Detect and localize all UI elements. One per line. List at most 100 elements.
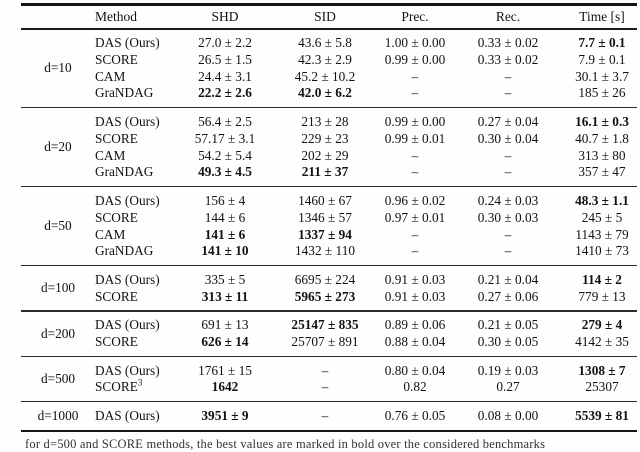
table-row: GraNDAG 22.2 ± 2.6 42.0 ± 6.2 – – 185 ± … <box>95 85 637 102</box>
sid-cell: – <box>321 408 329 424</box>
prec-cell: 0.99 ± 0.00 <box>384 51 446 67</box>
rec-cell: 0.21 ± 0.04 <box>477 271 539 287</box>
header-sid: SID <box>314 8 336 24</box>
dimension-label: d=1000 <box>37 408 79 424</box>
table-block-d200: d=200 DAS (Ours) 691 ± 13 25147 ± 835 0.… <box>21 312 637 356</box>
rec-cell: – <box>504 68 512 84</box>
shd-cell: 156 ± 4 <box>204 192 246 208</box>
rec-cell: 0.27 ± 0.04 <box>477 114 539 130</box>
table-row: SCORE3 1642 – 0.82 0.27 25307 <box>95 379 637 396</box>
dimension-label: d=20 <box>44 139 72 155</box>
table-block-d1000: d=1000 DAS (Ours) 3951 ± 9 – 0.76 ± 0.05… <box>21 402 637 429</box>
prec-cell: 0.82 <box>403 379 427 395</box>
method-cell: GraNDAG <box>95 243 154 259</box>
rec-cell: 0.21 ± 0.05 <box>477 317 539 333</box>
prec-cell: 0.99 ± 0.01 <box>384 130 446 146</box>
method-cell: SCORE <box>95 288 138 304</box>
sid-cell: – <box>321 379 329 395</box>
method-cell: DAS (Ours) <box>95 271 160 287</box>
time-cell: 357 ± 47 <box>578 164 626 180</box>
rec-cell: 0.19 ± 0.03 <box>477 362 539 378</box>
prec-cell: 0.91 ± 0.03 <box>384 271 446 287</box>
time-cell: 5539 ± 81 <box>575 408 629 424</box>
prec-cell: 0.76 ± 0.05 <box>384 408 446 424</box>
table-row: SCORE 313 ± 11 5965 ± 273 0.91 ± 0.03 0.… <box>95 288 637 305</box>
table-row: DAS (Ours) 56.4 ± 2.5 213 ± 28 0.99 ± 0.… <box>95 114 637 131</box>
time-cell: 25307 <box>585 379 619 395</box>
table-block-d500: d=500 DAS (Ours) 1761 ± 15 – 0.80 ± 0.04… <box>21 357 637 401</box>
table-row: DAS (Ours) 27.0 ± 2.2 43.6 ± 5.8 1.00 ± … <box>95 35 637 52</box>
method-cell: DAS (Ours) <box>95 114 160 130</box>
results-table: Method SHD SID Prec. Rec. Time [s] d=10 … <box>21 3 637 452</box>
shd-cell: 49.3 ± 4.5 <box>198 164 252 180</box>
shd-cell: 1761 ± 15 <box>198 362 252 378</box>
prec-cell: 0.99 ± 0.00 <box>384 114 446 130</box>
block-rule <box>21 107 637 109</box>
dimension-label: d=100 <box>40 280 76 296</box>
prec-cell: – <box>411 147 419 163</box>
table-row: GraNDAG 141 ± 10 1432 ± 110 – – 1410 ± 7… <box>95 243 637 260</box>
time-cell: 1143 ± 79 <box>575 226 629 242</box>
sid-cell: 1346 ± 57 <box>298 209 352 225</box>
rec-cell: 0.33 ± 0.02 <box>477 51 539 67</box>
dimension-label: d=50 <box>44 218 72 234</box>
table-bottom-rule <box>21 429 637 433</box>
header-rule <box>21 27 637 30</box>
shd-cell: 56.4 ± 2.5 <box>198 114 252 130</box>
rec-cell: – <box>504 226 512 242</box>
method-cell: DAS (Ours) <box>95 35 160 51</box>
prec-cell: – <box>411 164 419 180</box>
time-cell: 114 ± 2 <box>582 271 622 287</box>
table-row: SCORE 144 ± 6 1346 ± 57 0.97 ± 0.01 0.30… <box>95 209 637 226</box>
time-cell: 779 ± 13 <box>578 288 626 304</box>
time-cell: 1308 ± 7 <box>578 362 626 378</box>
sid-cell: 211 ± 37 <box>301 164 349 180</box>
method-cell: CAM <box>95 226 126 242</box>
prec-cell: – <box>411 85 419 101</box>
rec-cell: – <box>504 243 512 259</box>
method-cell: DAS (Ours) <box>95 408 160 424</box>
method-cell: GraNDAG <box>95 164 154 180</box>
sid-cell: 6695 ± 224 <box>294 271 356 287</box>
sid-cell: 213 ± 28 <box>301 114 349 130</box>
sid-cell: 5965 ± 273 <box>294 288 356 304</box>
method-cell: CAM <box>95 147 126 163</box>
table-row: CAM 54.2 ± 5.4 202 ± 29 – – 313 ± 80 <box>95 147 637 164</box>
shd-cell: 3951 ± 9 <box>201 408 249 424</box>
table-row: SCORE 626 ± 14 25707 ± 891 0.88 ± 0.04 0… <box>95 334 637 351</box>
prec-cell: 0.97 ± 0.01 <box>384 209 446 225</box>
table-row: CAM 141 ± 6 1337 ± 94 – – 1143 ± 79 <box>95 226 637 243</box>
method-cell: DAS (Ours) <box>95 192 160 208</box>
prec-cell: – <box>411 226 419 242</box>
sid-cell: 1432 ± 110 <box>295 243 355 259</box>
shd-cell: 26.5 ± 1.5 <box>198 51 252 67</box>
header-method: Method <box>95 8 137 24</box>
rec-cell: 0.30 ± 0.03 <box>477 209 539 225</box>
method-cell: DAS (Ours) <box>95 317 160 333</box>
prec-cell: – <box>411 243 419 259</box>
method-cell: SCORE <box>95 130 138 146</box>
table-row: CAM 24.4 ± 3.1 45.2 ± 10.2 – – 30.1 ± 3.… <box>95 68 637 85</box>
shd-cell: 141 ± 6 <box>204 226 246 242</box>
prec-cell: 0.80 ± 0.04 <box>384 362 446 378</box>
method-cell: SCORE <box>95 51 138 67</box>
time-cell: 7.7 ± 0.1 <box>578 35 626 51</box>
table-row: DAS (Ours) 335 ± 5 6695 ± 224 0.91 ± 0.0… <box>95 272 637 289</box>
sid-cell: – <box>321 362 329 378</box>
block-rule <box>21 186 637 188</box>
method-cell: GraNDAG <box>95 85 154 101</box>
method-cell: SCORE <box>95 334 138 350</box>
prec-cell: 0.96 ± 0.02 <box>384 192 446 208</box>
time-cell: 1410 ± 73 <box>575 243 629 259</box>
table-block-d50: d=50 DAS (Ours) 156 ± 4 1460 ± 67 0.96 ±… <box>21 187 637 265</box>
shd-cell: 27.0 ± 2.2 <box>198 35 252 51</box>
prec-cell: – <box>411 68 419 84</box>
sid-cell: 42.0 ± 6.2 <box>298 85 352 101</box>
dimension-label: d=200 <box>40 325 76 341</box>
block-rule <box>21 401 637 403</box>
sid-cell: 45.2 ± 10.2 <box>294 68 356 84</box>
dimension-label: d=10 <box>44 60 72 76</box>
time-cell: 313 ± 80 <box>578 147 626 163</box>
sid-cell: 1460 ± 67 <box>298 192 352 208</box>
sid-cell: 1337 ± 94 <box>298 226 352 242</box>
